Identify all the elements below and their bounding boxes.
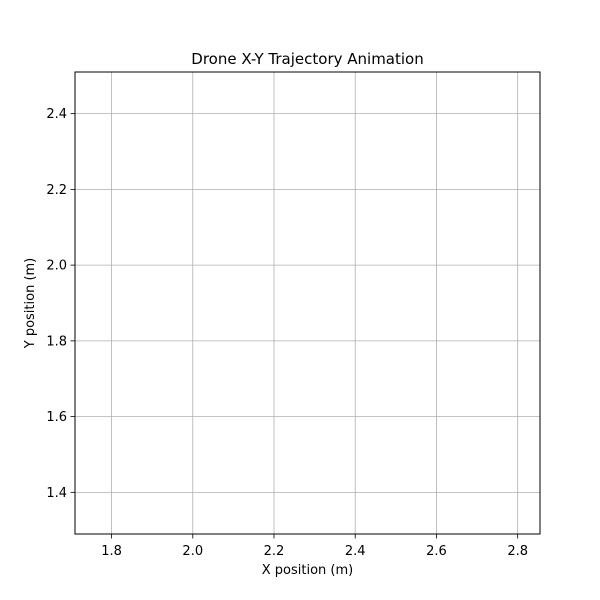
y-axis: 1.4 1.6 1.8 2.0 2.2 2.4 xyxy=(46,107,75,501)
grid xyxy=(75,72,540,534)
y-tick-label: 1.8 xyxy=(46,334,67,349)
x-tick-label: 1.8 xyxy=(101,544,122,559)
y-tick-label: 2.2 xyxy=(46,183,67,198)
chart-title: Drone X-Y Trajectory Animation xyxy=(191,50,423,68)
x-tick-label: 2.0 xyxy=(182,544,203,559)
x-tick-label: 2.6 xyxy=(426,544,447,559)
x-tick-label: 2.4 xyxy=(345,544,366,559)
y-tick-label: 2.0 xyxy=(46,259,67,274)
y-tick-label: 1.6 xyxy=(46,410,67,425)
y-tick-label: 2.4 xyxy=(46,107,67,122)
x-tick-label: 2.8 xyxy=(507,544,528,559)
y-tick-label: 1.4 xyxy=(46,486,67,501)
plot-area xyxy=(75,72,540,534)
axes-frame xyxy=(74,71,541,535)
y-axis-label: Y position (m) xyxy=(23,258,38,350)
x-axis: 1.8 2.0 2.2 2.4 2.6 2.8 xyxy=(101,534,528,559)
x-axis-label: X position (m) xyxy=(262,563,353,578)
x-tick-label: 2.2 xyxy=(264,544,285,559)
